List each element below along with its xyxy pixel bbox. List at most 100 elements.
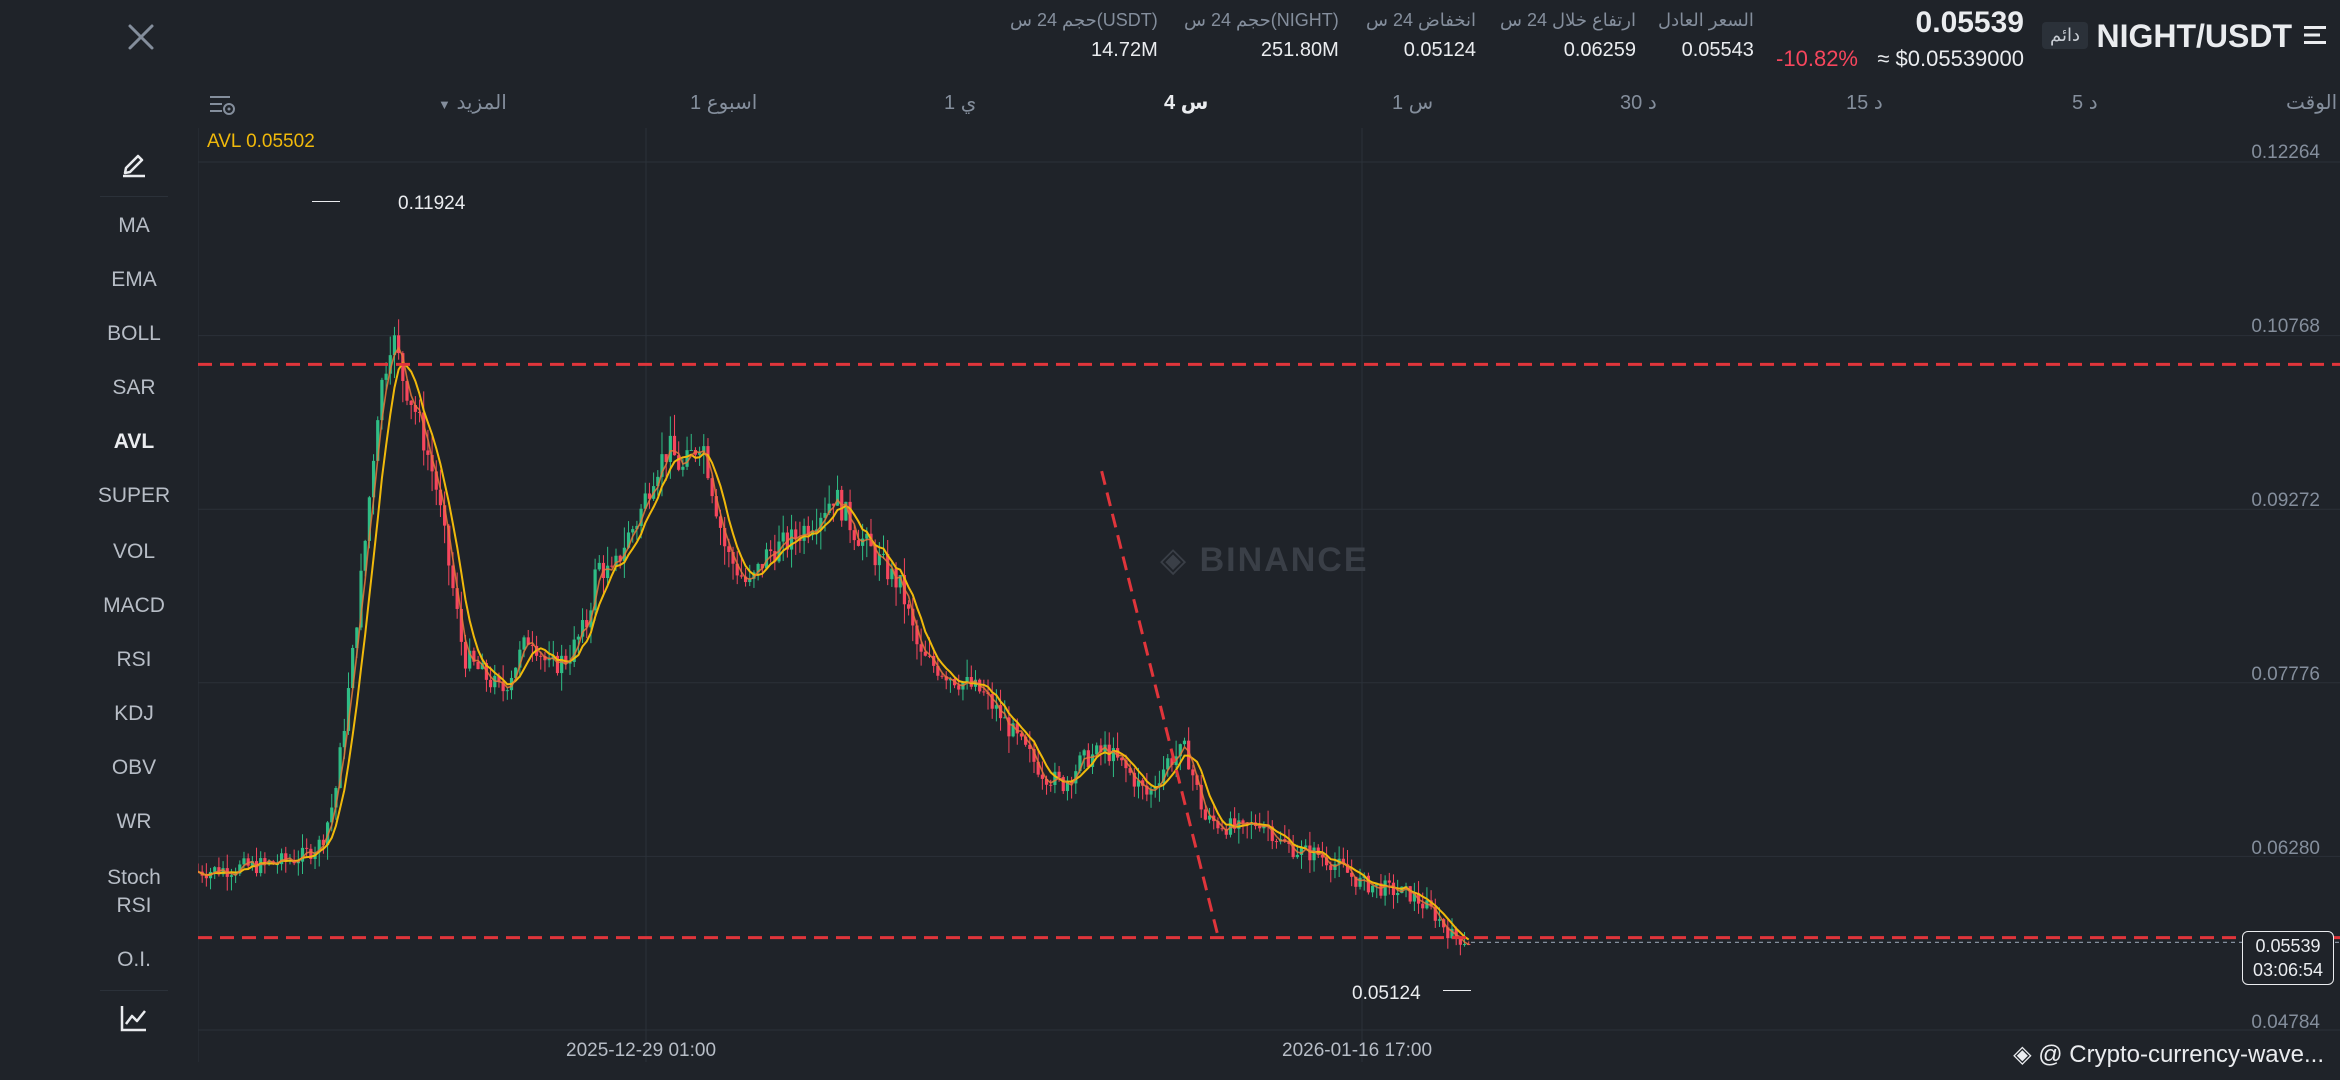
candle-body [455,588,459,609]
stat-24h-volume-night: حجم 24 س(NIGHT) 251.80M [1184,10,1339,61]
candle-body [443,505,447,526]
candle-body [936,665,940,676]
candle-body [1408,886,1412,902]
candle-body [1387,880,1391,883]
usd-price: ≈ $0.05539000 [1877,46,2024,71]
candle-body [723,527,727,547]
sidebar-divider [100,196,168,197]
candle-body [957,685,961,690]
draw-tool-icon[interactable] [118,146,150,178]
candle-body [597,562,601,570]
candle-body [593,569,597,611]
candle-body [580,620,585,637]
candle-body [409,400,413,406]
candle-body [643,493,647,509]
indicator-avl[interactable]: AVL [113,430,155,453]
candle-body [284,853,288,861]
candle-body [468,650,472,669]
tab-4h[interactable]: 4 س [1164,92,1209,114]
sidebar-divider [100,990,168,991]
candle-body [564,655,568,664]
tab-time[interactable]: الوقت [2286,92,2338,114]
candle-body [1237,820,1241,829]
symbol-title[interactable]: NIGHT/USDT [2096,18,2292,54]
candle-body [681,466,685,470]
candle-body [1366,875,1370,893]
tab-30m[interactable]: 30 د [1620,92,1657,114]
candle-body [380,379,384,421]
candle-body [346,688,351,731]
avl-line [198,361,1470,941]
caret-down-icon: ▼ [438,97,451,112]
candle-body [1308,845,1312,861]
indicator-obv[interactable]: OBV [111,756,157,779]
candle-body [413,405,417,412]
candle-body [1291,844,1295,858]
y-tick-label: 0.10768 [2251,316,2320,337]
tab-1w[interactable]: 1 اسبوع [690,92,758,114]
candle-body [735,563,739,576]
indicator-stoch-rsi[interactable]: Stoch RSI [107,866,161,917]
candle-body [639,508,643,526]
indicator-ma[interactable]: MA [118,214,150,237]
candle-body [827,503,831,513]
tab-1h[interactable]: 1 س [1392,92,1434,114]
close-icon[interactable] [122,18,160,56]
candle-body [698,452,702,455]
indicator-oi[interactable]: O.I. [117,948,151,971]
indicator-vol[interactable]: VOL [112,540,156,563]
last-price-tag: 0.05539 03:06:54 [2242,931,2334,985]
candle-body [944,676,948,681]
candle-body [438,489,443,506]
tab-more[interactable]: ▼ المزيد [438,92,507,114]
candle-body [514,667,518,678]
indicator-rsi[interactable]: RSI [116,648,152,671]
candle-body [267,861,271,863]
candle-body [259,858,263,874]
indicator-wr[interactable]: WR [116,810,152,833]
candle-body [886,553,890,580]
indicator-boll[interactable]: BOLL [107,322,161,345]
binance-logo-icon: ◈ [2013,1041,2032,1068]
candle-body [367,497,371,541]
chart-settings-icon[interactable] [208,92,236,118]
candle-body [1454,928,1458,938]
candle-body [1450,928,1454,939]
tab-5m[interactable]: 5 د [2072,92,2098,114]
candle-body [501,681,505,692]
credit-text: ◈ @ Crypto-currency-wave... [2013,1041,2324,1068]
candle-body [1120,757,1124,761]
candle-body [530,644,534,646]
candle-body [1437,919,1442,921]
tab-15m[interactable]: 15 د [1846,92,1883,114]
candle-body [865,533,869,539]
chart-type-icon[interactable] [118,1002,150,1034]
indicator-sar[interactable]: SAR [112,376,156,399]
candle-body [990,694,994,709]
candle-body [898,575,902,588]
candle-body [363,540,367,571]
candle-body [1090,754,1095,767]
candle-body [1391,882,1396,896]
candle-body [447,525,451,566]
indicator-kdj[interactable]: KDJ [114,702,154,725]
candle-body [1320,854,1325,858]
candle-body [823,512,827,518]
candle-body [250,861,254,866]
candle-body [1412,893,1416,902]
candle-body [489,679,493,688]
candle-body [1015,723,1019,734]
indicator-super[interactable]: SUPER [97,484,171,507]
menu-icon[interactable] [2302,22,2328,48]
indicator-ema[interactable]: EMA [111,268,157,291]
candle-body [714,496,718,517]
candle-body [476,661,480,670]
candle-body [1350,872,1354,877]
price-chart[interactable] [198,128,2340,1062]
candle-body [1057,771,1061,778]
indicator-macd[interactable]: MACD [103,594,165,617]
stat-mark-price: السعر العادل 0.05543 [1658,10,1754,61]
candle-body [1053,771,1057,785]
candle-body [1028,744,1032,749]
tab-1d[interactable]: 1 ي [944,92,977,114]
